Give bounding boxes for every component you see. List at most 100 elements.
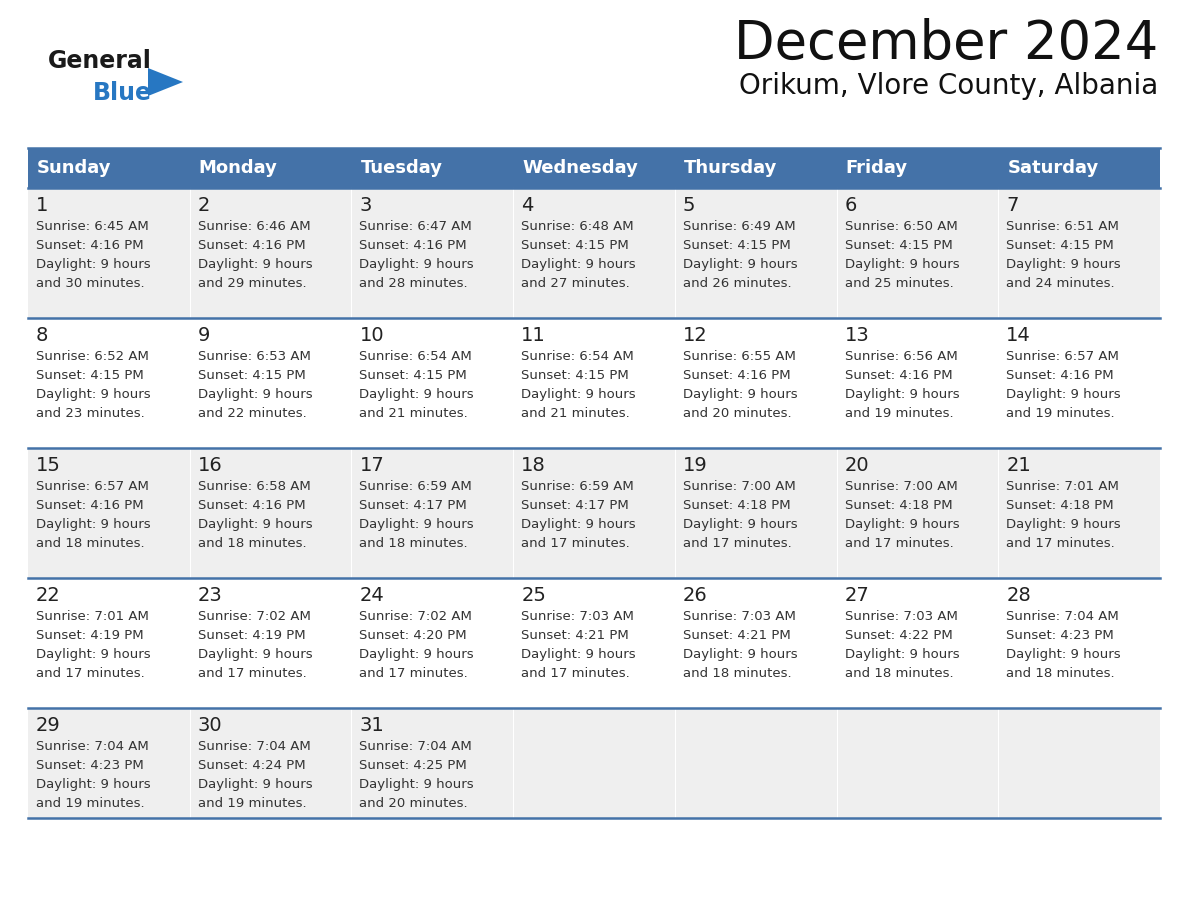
- Text: Sunrise: 6:49 AM: Sunrise: 6:49 AM: [683, 220, 796, 233]
- Text: 30: 30: [197, 716, 222, 735]
- Text: 17: 17: [360, 456, 384, 475]
- Text: Daylight: 9 hours: Daylight: 9 hours: [683, 648, 797, 661]
- Text: Daylight: 9 hours: Daylight: 9 hours: [36, 518, 151, 531]
- Text: 26: 26: [683, 586, 708, 605]
- Text: Sunset: 4:19 PM: Sunset: 4:19 PM: [197, 629, 305, 642]
- Text: Sunset: 4:18 PM: Sunset: 4:18 PM: [1006, 499, 1114, 512]
- Text: Sunrise: 7:04 AM: Sunrise: 7:04 AM: [197, 740, 310, 753]
- Text: Daylight: 9 hours: Daylight: 9 hours: [36, 648, 151, 661]
- Text: Daylight: 9 hours: Daylight: 9 hours: [522, 388, 636, 401]
- Text: Daylight: 9 hours: Daylight: 9 hours: [197, 518, 312, 531]
- Text: and 17 minutes.: and 17 minutes.: [360, 667, 468, 680]
- Text: Daylight: 9 hours: Daylight: 9 hours: [197, 388, 312, 401]
- Text: Tuesday: Tuesday: [360, 159, 442, 177]
- Text: Sunset: 4:18 PM: Sunset: 4:18 PM: [845, 499, 953, 512]
- Text: Sunset: 4:17 PM: Sunset: 4:17 PM: [522, 499, 628, 512]
- Text: and 23 minutes.: and 23 minutes.: [36, 407, 145, 420]
- Text: and 22 minutes.: and 22 minutes.: [197, 407, 307, 420]
- Text: 25: 25: [522, 586, 546, 605]
- Text: Sunset: 4:19 PM: Sunset: 4:19 PM: [36, 629, 144, 642]
- Bar: [29, 318, 1159, 448]
- Text: Sunset: 4:23 PM: Sunset: 4:23 PM: [1006, 629, 1114, 642]
- Text: Sunset: 4:16 PM: Sunset: 4:16 PM: [197, 239, 305, 252]
- Text: and 17 minutes.: and 17 minutes.: [197, 667, 307, 680]
- Text: Daylight: 9 hours: Daylight: 9 hours: [683, 518, 797, 531]
- Text: Daylight: 9 hours: Daylight: 9 hours: [360, 518, 474, 531]
- Text: Daylight: 9 hours: Daylight: 9 hours: [683, 258, 797, 271]
- Text: Sunrise: 7:04 AM: Sunrise: 7:04 AM: [1006, 610, 1119, 623]
- Text: and 21 minutes.: and 21 minutes.: [360, 407, 468, 420]
- Text: Sunrise: 6:46 AM: Sunrise: 6:46 AM: [197, 220, 310, 233]
- Bar: [29, 448, 1159, 578]
- Text: Orikum, Vlore County, Albania: Orikum, Vlore County, Albania: [739, 72, 1158, 100]
- Text: Sunrise: 7:02 AM: Sunrise: 7:02 AM: [360, 610, 473, 623]
- Text: and 17 minutes.: and 17 minutes.: [36, 667, 145, 680]
- Text: Friday: Friday: [846, 159, 908, 177]
- Text: 24: 24: [360, 586, 384, 605]
- Text: Sunrise: 6:48 AM: Sunrise: 6:48 AM: [522, 220, 633, 233]
- Text: Sunrise: 7:02 AM: Sunrise: 7:02 AM: [197, 610, 310, 623]
- Text: 5: 5: [683, 196, 695, 215]
- Text: Sunrise: 6:47 AM: Sunrise: 6:47 AM: [360, 220, 472, 233]
- Text: and 20 minutes.: and 20 minutes.: [683, 407, 791, 420]
- Text: Sunset: 4:16 PM: Sunset: 4:16 PM: [36, 499, 144, 512]
- Bar: [29, 188, 1159, 318]
- Text: Sunset: 4:23 PM: Sunset: 4:23 PM: [36, 759, 144, 772]
- Bar: [29, 708, 1159, 818]
- Text: Daylight: 9 hours: Daylight: 9 hours: [36, 388, 151, 401]
- Text: Sunset: 4:24 PM: Sunset: 4:24 PM: [197, 759, 305, 772]
- Text: Sunset: 4:15 PM: Sunset: 4:15 PM: [36, 369, 144, 382]
- Text: Sunrise: 7:03 AM: Sunrise: 7:03 AM: [522, 610, 634, 623]
- Text: Sunset: 4:18 PM: Sunset: 4:18 PM: [683, 499, 790, 512]
- Text: and 20 minutes.: and 20 minutes.: [360, 797, 468, 810]
- Text: and 18 minutes.: and 18 minutes.: [36, 537, 145, 550]
- Text: 4: 4: [522, 196, 533, 215]
- Text: Daylight: 9 hours: Daylight: 9 hours: [683, 388, 797, 401]
- Text: 19: 19: [683, 456, 708, 475]
- Text: Daylight: 9 hours: Daylight: 9 hours: [845, 518, 959, 531]
- Text: and 18 minutes.: and 18 minutes.: [845, 667, 953, 680]
- Text: 10: 10: [360, 326, 384, 345]
- Bar: [190, 148, 352, 188]
- Text: Sunrise: 6:57 AM: Sunrise: 6:57 AM: [1006, 350, 1119, 363]
- Bar: [513, 148, 675, 188]
- Text: Sunset: 4:25 PM: Sunset: 4:25 PM: [360, 759, 467, 772]
- Text: Daylight: 9 hours: Daylight: 9 hours: [522, 258, 636, 271]
- Text: 28: 28: [1006, 586, 1031, 605]
- Text: Sunrise: 6:58 AM: Sunrise: 6:58 AM: [197, 480, 310, 493]
- Text: and 19 minutes.: and 19 minutes.: [845, 407, 953, 420]
- Bar: [836, 148, 998, 188]
- Text: Sunset: 4:16 PM: Sunset: 4:16 PM: [683, 369, 790, 382]
- Text: and 25 minutes.: and 25 minutes.: [845, 277, 953, 290]
- Text: Sunset: 4:15 PM: Sunset: 4:15 PM: [197, 369, 305, 382]
- Bar: [29, 148, 190, 188]
- Text: 27: 27: [845, 586, 870, 605]
- Text: 23: 23: [197, 586, 222, 605]
- Text: 11: 11: [522, 326, 546, 345]
- Text: Sunset: 4:16 PM: Sunset: 4:16 PM: [845, 369, 953, 382]
- Text: Daylight: 9 hours: Daylight: 9 hours: [197, 778, 312, 791]
- Text: Daylight: 9 hours: Daylight: 9 hours: [845, 258, 959, 271]
- Text: Daylight: 9 hours: Daylight: 9 hours: [197, 258, 312, 271]
- Text: Sunset: 4:16 PM: Sunset: 4:16 PM: [197, 499, 305, 512]
- Text: Daylight: 9 hours: Daylight: 9 hours: [360, 258, 474, 271]
- Text: Sunset: 4:15 PM: Sunset: 4:15 PM: [683, 239, 790, 252]
- Text: and 19 minutes.: and 19 minutes.: [1006, 407, 1114, 420]
- Text: 13: 13: [845, 326, 870, 345]
- Text: 16: 16: [197, 456, 222, 475]
- Text: Sunrise: 6:56 AM: Sunrise: 6:56 AM: [845, 350, 958, 363]
- Text: 9: 9: [197, 326, 210, 345]
- Bar: [352, 148, 513, 188]
- Text: and 29 minutes.: and 29 minutes.: [197, 277, 307, 290]
- Text: Sunset: 4:21 PM: Sunset: 4:21 PM: [683, 629, 790, 642]
- Text: Daylight: 9 hours: Daylight: 9 hours: [1006, 518, 1121, 531]
- Text: 20: 20: [845, 456, 870, 475]
- Text: General: General: [48, 49, 152, 73]
- Text: 21: 21: [1006, 456, 1031, 475]
- Text: Sunset: 4:15 PM: Sunset: 4:15 PM: [522, 239, 628, 252]
- Text: Sunset: 4:17 PM: Sunset: 4:17 PM: [360, 499, 467, 512]
- Text: Sunrise: 6:53 AM: Sunrise: 6:53 AM: [197, 350, 310, 363]
- Text: 12: 12: [683, 326, 708, 345]
- Text: and 17 minutes.: and 17 minutes.: [845, 537, 953, 550]
- Text: Sunrise: 7:04 AM: Sunrise: 7:04 AM: [360, 740, 472, 753]
